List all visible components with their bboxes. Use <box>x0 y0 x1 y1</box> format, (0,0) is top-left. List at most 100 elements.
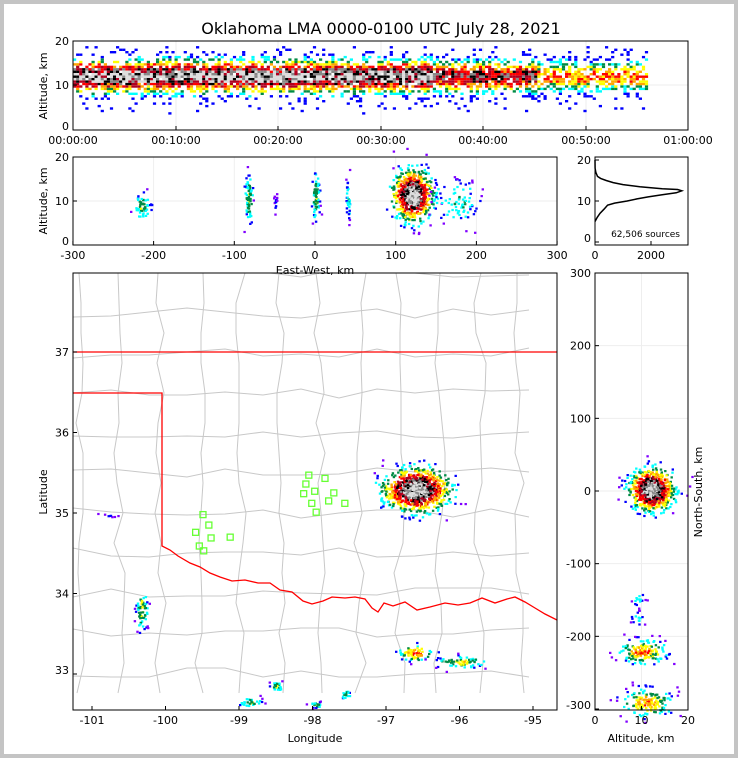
source-density-cell <box>85 97 89 100</box>
source-density-cell <box>91 63 95 66</box>
source-density-cell <box>322 77 326 81</box>
source-density-cell <box>410 206 414 209</box>
source-density-cell <box>113 77 117 81</box>
source-density-cell <box>589 65 593 69</box>
source-density-cell <box>404 211 407 214</box>
source-density-cell <box>426 77 430 81</box>
source-density-cell <box>429 478 432 481</box>
source-density-cell <box>196 63 200 66</box>
source-density-cell <box>475 75 479 78</box>
source-density-cell <box>396 208 399 211</box>
source-density-cell <box>139 204 142 207</box>
source-density-cell <box>583 82 587 86</box>
source-density-cell <box>534 82 538 86</box>
source-density-cell <box>145 611 149 614</box>
source-density-cell <box>232 77 237 81</box>
source-density-cell <box>355 75 360 78</box>
source-density-cell <box>645 495 648 498</box>
source-density-cell <box>401 191 404 194</box>
source-density-cell <box>146 60 150 64</box>
source-density-cell <box>440 216 443 219</box>
source-density-cell <box>464 215 467 218</box>
source-density-cell <box>137 55 141 59</box>
source-density-cell <box>521 51 526 54</box>
source-density-cell <box>374 73 378 76</box>
x-tick-label: -99 <box>230 714 248 727</box>
source-density-cell <box>91 77 95 81</box>
source-density-cell <box>632 487 635 490</box>
source-density-cell <box>407 190 410 193</box>
source-density-cell <box>325 68 329 71</box>
source-density-cell <box>398 490 401 493</box>
source-density-cell <box>380 63 384 66</box>
source-density-cell <box>189 82 194 86</box>
source-density-cell <box>149 63 154 66</box>
source-density-cell <box>515 87 519 91</box>
source-density-cell <box>315 80 320 83</box>
source-density-cell <box>408 462 412 465</box>
source-density-cell <box>435 183 439 186</box>
source-density-cell <box>73 70 77 73</box>
source-density-cell <box>100 77 104 81</box>
source-density-cell <box>455 209 458 212</box>
source-density-cell <box>451 75 455 78</box>
source-density-cell <box>420 499 423 502</box>
source-density-cell <box>383 77 387 81</box>
source-density-cell <box>134 58 138 61</box>
source-density-cell <box>623 77 627 81</box>
source-density-cell <box>656 474 659 477</box>
source-density-cell <box>411 75 415 78</box>
source-density-cell <box>165 65 169 69</box>
source-density-cell <box>232 65 237 69</box>
source-density-cell <box>401 200 404 203</box>
source-density-cell <box>429 73 433 76</box>
source-density-cell <box>306 90 310 93</box>
source-density-cell <box>165 85 169 88</box>
source-density-cell <box>328 77 332 81</box>
source-density-cell <box>412 498 415 502</box>
source-density-cell <box>641 68 646 71</box>
source-density-cell <box>458 213 461 217</box>
y-tick-label: 37 <box>55 346 69 359</box>
source-density-cell <box>399 183 403 186</box>
source-density-cell <box>614 85 618 88</box>
source-density-cell <box>269 75 273 78</box>
source-density-cell <box>383 55 387 59</box>
source-density-cell <box>236 77 240 81</box>
source-density-cell <box>521 68 526 71</box>
source-density-cell <box>460 97 464 100</box>
source-density-cell <box>272 73 277 76</box>
source-density-cell <box>460 80 464 83</box>
source-density-cell <box>436 502 439 505</box>
source-density-cell <box>500 77 504 81</box>
source-density-cell <box>420 201 423 204</box>
source-density-cell <box>666 478 669 481</box>
source-density-cell <box>125 63 129 66</box>
source-density-cell <box>404 500 407 503</box>
source-density-cell <box>328 53 332 56</box>
source-density-cell <box>143 90 147 93</box>
source-density-cell <box>223 80 227 83</box>
source-density-cell <box>306 82 310 86</box>
source-density-cell <box>577 75 581 78</box>
source-density-cell <box>205 82 209 86</box>
source-density-cell <box>97 104 101 108</box>
y-tick-label: 35 <box>55 507 69 520</box>
source-density-cell <box>568 51 572 54</box>
source-density-cell <box>389 87 393 91</box>
source-density-cell <box>589 60 593 64</box>
source-density-cell <box>454 68 458 71</box>
source-density-cell <box>399 212 403 215</box>
source-density-cell <box>125 60 129 64</box>
source-density-cell <box>435 659 438 662</box>
source-density-cell <box>250 698 253 701</box>
source-density-cell <box>239 92 243 95</box>
source-density-cell <box>352 70 356 73</box>
source-density-cell <box>420 63 424 66</box>
source-density-cell <box>402 193 406 196</box>
source-density-cell <box>629 60 633 64</box>
source-density-cell <box>460 77 464 81</box>
source-density-cell <box>462 206 465 209</box>
source-density-cell <box>404 188 407 191</box>
source-density-cell <box>397 471 400 474</box>
